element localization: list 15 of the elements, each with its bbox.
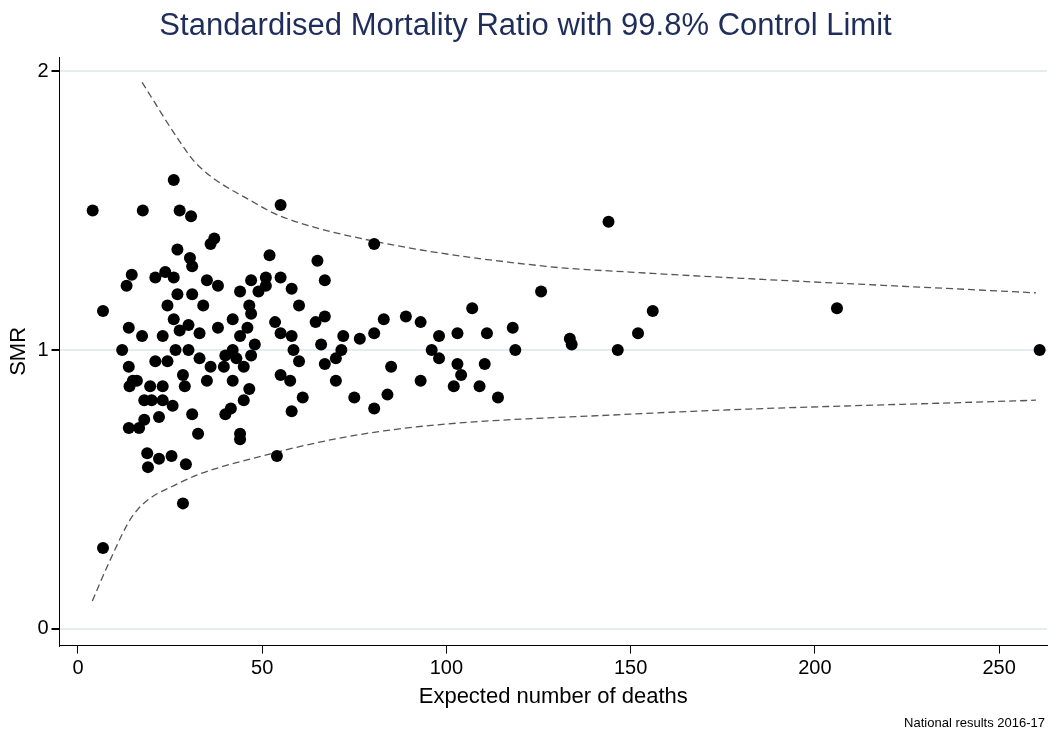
x-tick-label: 150 bbox=[613, 656, 648, 679]
x-tick-label: 0 bbox=[72, 656, 84, 679]
y-tick-label: 0 bbox=[37, 616, 49, 639]
text: National results 2016-17 bbox=[904, 715, 1045, 730]
x-tick-label: 200 bbox=[798, 656, 832, 679]
line-series bbox=[141, 81, 1037, 294]
y-axis-title: SMR bbox=[5, 326, 31, 376]
y-tick-label: 2 bbox=[37, 58, 49, 81]
x-tick-label: 50 bbox=[251, 656, 274, 679]
y-tick-label: 1 bbox=[37, 337, 49, 360]
x-tick-label: 250 bbox=[982, 656, 1016, 679]
x-tick-label: 100 bbox=[429, 656, 464, 679]
line-series bbox=[91, 399, 1037, 602]
chart-title: Standardised Mortality Ratio with 99.8% Control Limit bbox=[159, 7, 893, 43]
x-axis-title: Expected number of deaths bbox=[418, 682, 688, 708]
